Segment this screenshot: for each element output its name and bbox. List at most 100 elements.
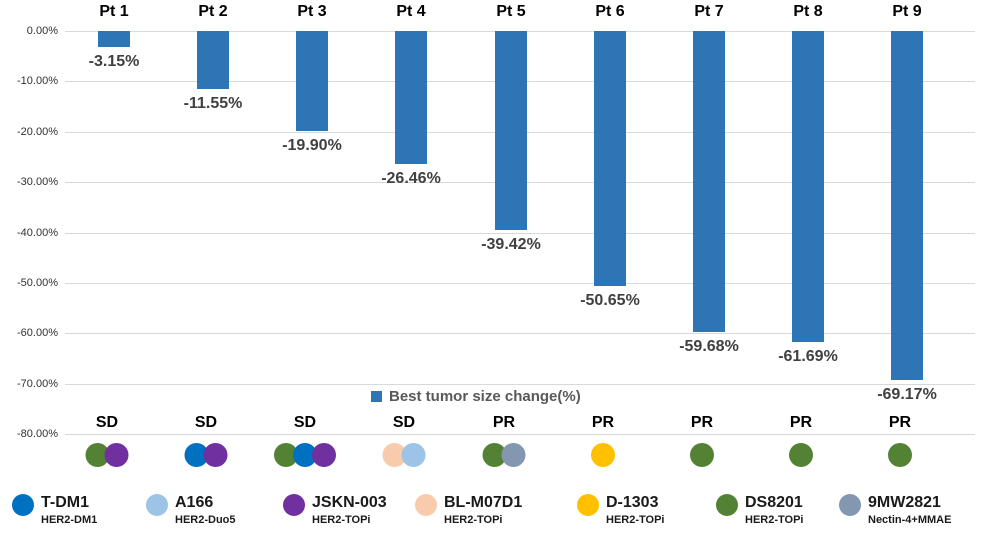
category-label: Pt 2	[198, 3, 228, 20]
treatment-dot-jskn-003-icon	[104, 443, 129, 467]
treatment-dot-ds8201-icon	[789, 443, 813, 467]
legend-text: BL-M07D1 HER2-TOPi	[444, 493, 522, 527]
legend-text: A166 HER2-Duo5	[175, 493, 236, 527]
response-label: PR	[789, 414, 813, 431]
legend-swatch-icon	[12, 494, 34, 516]
legend-item: D-1303 HER2-TOPi	[577, 493, 664, 527]
treatment-dot-group	[789, 443, 813, 467]
y-tick-label: 0.00%	[26, 25, 58, 37]
legend-drug-name: JSKN-003	[312, 494, 387, 511]
legend-item: T-DM1 HER2-DM1	[12, 493, 97, 527]
bar	[98, 31, 130, 47]
y-tick-label: -40.00%	[17, 227, 58, 239]
treatment-dot-group	[382, 443, 426, 467]
y-tick-label: -60.00%	[17, 327, 58, 339]
bar-value-label: -50.65%	[580, 292, 640, 309]
y-tick-label: -70.00%	[17, 378, 58, 390]
treatment-dot-group	[591, 443, 615, 467]
bar-value-label: -69.17%	[877, 386, 937, 403]
bar-value-label: -11.55%	[183, 95, 243, 112]
legend-drug-name: 9MW2821	[868, 494, 941, 511]
category-label: Pt 5	[496, 3, 526, 20]
category-label: Pt 3	[297, 3, 327, 20]
legend-swatch-icon	[415, 494, 437, 516]
legend-drug-name: DS8201	[745, 494, 803, 511]
legend-item: BL-M07D1 HER2-TOPi	[415, 493, 522, 527]
legend-drug-mechanism: Nectin-4+MMAE	[868, 514, 952, 526]
response-label: SD	[194, 414, 218, 431]
treatment-dot-group	[690, 443, 714, 467]
legend-drug-mechanism: HER2-Duo5	[175, 514, 236, 526]
category-label: Pt 9	[892, 3, 922, 20]
y-gridline	[65, 233, 975, 234]
legend-swatch-icon	[283, 494, 305, 516]
legend-drug-mechanism: HER2-TOPi	[444, 514, 503, 526]
legend-drug-name: D-1303	[606, 494, 659, 511]
treatment-dot-jskn-003-icon	[203, 443, 228, 467]
category-label: Pt 4	[396, 3, 426, 20]
legend-drug-mechanism: HER2-TOPi	[312, 514, 371, 526]
legend-item: JSKN-003 HER2-TOPi	[283, 493, 387, 527]
y-gridline	[65, 283, 975, 284]
bar-value-label: -26.46%	[381, 170, 441, 187]
legend-text: JSKN-003 HER2-TOPi	[312, 493, 387, 527]
treatment-dot-group	[482, 443, 526, 467]
y-tick-label: -20.00%	[17, 126, 58, 138]
legend-drug-name: BL-M07D1	[444, 494, 523, 511]
legend-text: T-DM1 HER2-DM1	[41, 493, 97, 527]
y-gridline	[65, 333, 975, 334]
treatment-dot-a166-icon	[401, 443, 426, 467]
bar	[693, 31, 725, 332]
bar	[495, 31, 527, 230]
category-label: Pt 6	[595, 3, 625, 20]
bar	[395, 31, 427, 164]
treatment-dot-group	[888, 443, 912, 467]
treatment-dot-ds8201-icon	[888, 443, 912, 467]
treatment-dot-ds8201-icon	[690, 443, 714, 467]
response-label: SD	[392, 414, 416, 431]
bar-value-label: -19.90%	[282, 137, 342, 154]
bar-value-label: -61.69%	[778, 348, 838, 365]
treatment-dot-group	[85, 443, 129, 467]
treatment-dot-jskn-003-icon	[312, 443, 336, 467]
legend-drug-mechanism: HER2-TOPi	[745, 514, 804, 526]
response-label: PR	[591, 414, 615, 431]
bar	[197, 31, 229, 89]
legend-swatch-icon	[146, 494, 168, 516]
category-label: Pt 8	[793, 3, 823, 20]
y-tick-label: -10.00%	[17, 75, 58, 87]
response-label: PR	[492, 414, 516, 431]
legend-drug-name: T-DM1	[41, 494, 89, 511]
category-label: Pt 1	[99, 3, 129, 20]
response-label: SD	[95, 414, 119, 431]
y-tick-label: -50.00%	[17, 277, 58, 289]
treatment-dot-9mw2821-icon	[501, 443, 526, 467]
legend-item: 9MW2821 Nectin-4+MMAE	[839, 493, 951, 527]
legend-item: DS8201 HER2-TOPi	[716, 493, 803, 527]
bar	[594, 31, 626, 286]
legend-text: 9MW2821 Nectin-4+MMAE	[868, 493, 951, 527]
legend-drug-name: A166	[175, 494, 214, 511]
legend-drug-mechanism: HER2-TOPi	[606, 514, 665, 526]
bar	[296, 31, 328, 131]
legend-text: D-1303 HER2-TOPi	[606, 493, 664, 527]
category-label: Pt 7	[694, 3, 724, 20]
response-label: PR	[888, 414, 912, 431]
series-legend-swatch-icon	[371, 391, 382, 402]
legend-swatch-icon	[716, 494, 738, 516]
legend-text: DS8201 HER2-TOPi	[745, 493, 803, 527]
response-label: SD	[293, 414, 317, 431]
series-legend-label: Best tumor size change(%)	[389, 388, 581, 405]
legend-item: A166 HER2-Duo5	[146, 493, 236, 527]
y-gridline	[65, 434, 975, 435]
legend-swatch-icon	[839, 494, 861, 516]
bar	[891, 31, 923, 380]
treatment-dot-group	[184, 443, 228, 467]
response-label: PR	[690, 414, 714, 431]
y-tick-label: -80.00%	[17, 428, 58, 440]
treatment-dot-group	[274, 443, 336, 467]
series-legend: Best tumor size change(%)	[371, 388, 581, 405]
y-gridline	[65, 384, 975, 385]
treatment-dot-d-1303-icon	[591, 443, 615, 467]
